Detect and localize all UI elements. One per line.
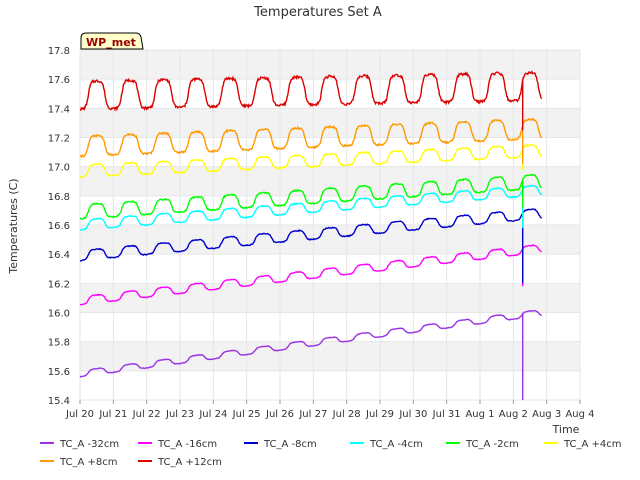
- legend-item[interactable]: TC_A -32cm: [40, 439, 119, 450]
- x-tick-label: Jul 31: [432, 409, 461, 420]
- legend-label: TC_A -16cm: [157, 439, 217, 450]
- y-ticks: 15.4 15.6 15.8 16.0 16.2 16.4 16.6 16.8 17.0 17.2…: [48, 46, 70, 407]
- x-tick-label: Jul 22: [132, 409, 161, 420]
- legend-item[interactable]: TC_A -16cm: [138, 439, 217, 450]
- series-line: [79, 208, 542, 284]
- badge-box: WP_met: [80, 32, 144, 50]
- grid-band: [80, 341, 580, 371]
- y-tick-label: 17.4: [48, 104, 70, 115]
- legend-label: TC_A -32cm: [59, 439, 119, 450]
- x-tick-label: Aug 2: [499, 409, 528, 420]
- y-tick-label: 16.4: [48, 250, 70, 261]
- x-tick-label: Jul 26: [265, 409, 294, 420]
- x-tick-label: Jul 23: [165, 409, 194, 420]
- series-line: [79, 117, 543, 164]
- grid-band: [80, 50, 580, 80]
- legend-label: TC_A +4cm: [563, 439, 622, 450]
- legend-label: TC_A -8cm: [263, 439, 317, 450]
- x-tick-label: Jul 29: [365, 409, 394, 420]
- y-tick-label: 15.6: [48, 367, 70, 378]
- x-tick-label: Jul 30: [398, 409, 427, 420]
- legend-label: TC_A -2cm: [465, 439, 519, 450]
- y-tick-label: 16.0: [48, 309, 70, 320]
- x-tick-label: Jul 28: [332, 409, 361, 420]
- series-group: [79, 70, 543, 400]
- legend-item[interactable]: TC_A +12cm: [138, 457, 222, 468]
- series-line: [79, 184, 543, 231]
- y-tick-label: 16.2: [48, 279, 70, 290]
- chart-title: Temperatures Set A: [253, 5, 382, 20]
- series-line: [79, 173, 542, 220]
- legend-item[interactable]: TC_A -4cm: [350, 439, 423, 450]
- legend-item[interactable]: TC_A +8cm: [40, 457, 118, 468]
- y-tick-label: 17.8: [48, 46, 70, 57]
- grid-band: [80, 283, 580, 313]
- y-axis-label: Temperatures (C): [7, 178, 20, 274]
- legend-item[interactable]: TC_A -8cm: [244, 439, 317, 450]
- x-tick-label: Jul 25: [232, 409, 261, 420]
- legend-label: TC_A +8cm: [59, 457, 118, 468]
- x-axis-label: Time: [552, 423, 580, 436]
- y-tick-label: 15.4: [48, 396, 70, 407]
- legend-item[interactable]: TC_A +4cm: [544, 439, 622, 450]
- plot-area: [79, 49, 581, 401]
- x-ticks: Jul 20 Jul 21 Jul 22 Jul 23 Jul 24 Jul 25 Jul …: [65, 400, 595, 420]
- legend: TC_A -32cm TC_A -16cm TC_A -8cm TC_A -4cm TC…: [40, 439, 622, 468]
- grid-band: [80, 108, 580, 138]
- legend-item[interactable]: TC_A -2cm: [446, 439, 519, 450]
- x-tick-label: Aug 1: [465, 409, 494, 420]
- series-line: [80, 70, 543, 131]
- x-tick-label: Jul 24: [198, 409, 227, 420]
- legend-label: TC_A +12cm: [157, 457, 222, 468]
- x-tick-label: Jul 20: [65, 409, 94, 420]
- y-tick-label: 15.8: [48, 338, 70, 349]
- y-tick-label: 16.6: [48, 221, 70, 232]
- x-tick-label: Aug 4: [565, 409, 594, 420]
- y-tick-label: 16.8: [48, 192, 70, 203]
- y-tick-label: 17.0: [48, 163, 70, 174]
- series-line: [79, 143, 543, 179]
- y-tick-label: 17.2: [48, 134, 70, 145]
- legend-label: TC_A -4cm: [369, 439, 423, 450]
- x-tick-label: Jul 21: [98, 409, 127, 420]
- badge-label: WP_met: [86, 36, 136, 49]
- x-tick-label: Jul 27: [298, 409, 327, 420]
- series-line: [79, 244, 542, 306]
- series-line: [79, 309, 542, 400]
- y-tick-label: 17.6: [48, 75, 70, 86]
- x-tick-label: Aug 3: [532, 409, 561, 420]
- grid-band: [80, 166, 580, 196]
